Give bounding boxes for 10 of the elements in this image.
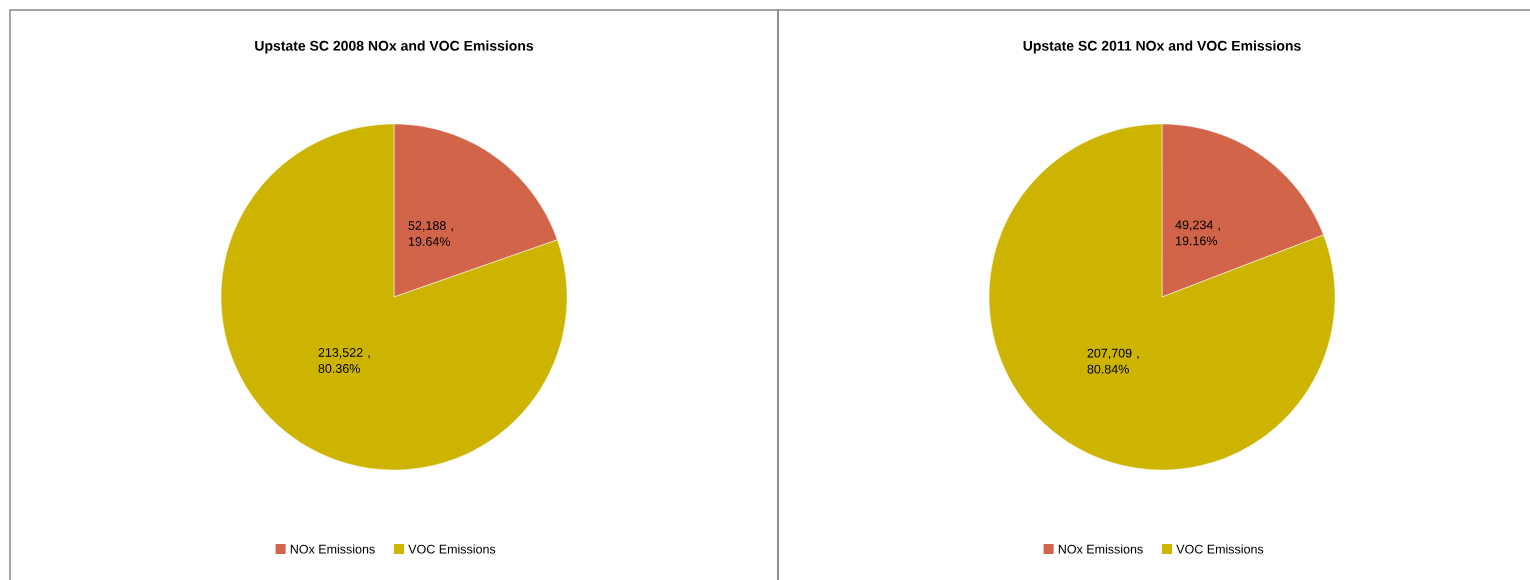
chart-title: Upstate SC 2008 NOx and VOC Emissions xyxy=(255,40,534,54)
data-label: 207,709 , 80.84% xyxy=(1087,348,1139,374)
data-label: 49,234 , 19.16% xyxy=(1175,220,1220,246)
data-label: 213,522 , 80.36% xyxy=(318,348,370,373)
chart-title: Upstate SC 2011 NOx and VOC Emissions xyxy=(1023,40,1301,54)
legend-label: VOC Emissions xyxy=(408,544,496,554)
data-label: 52,188 , 19.64% xyxy=(408,221,453,246)
legend-label: NOx Emissions xyxy=(1058,544,1143,554)
legend-label: VOC Emissions xyxy=(1176,544,1264,554)
legend-label: NOx Emissions xyxy=(290,544,375,554)
